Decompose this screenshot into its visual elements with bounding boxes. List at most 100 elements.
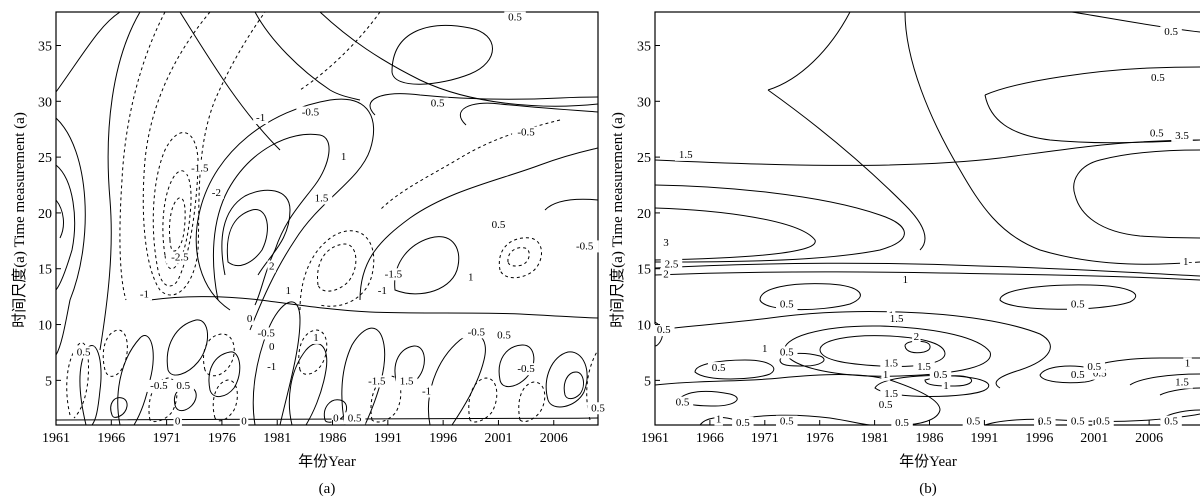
contour-label-bg [1160, 415, 1182, 428]
contour-label: 0.5 [879, 399, 893, 411]
contour-line [149, 296, 598, 319]
contour-line [119, 12, 166, 301]
contour-label: 0.5 [1071, 298, 1085, 310]
contour-label-bg [776, 298, 798, 311]
x-tick-label: 1986 [916, 431, 944, 446]
contour-label-bg [885, 312, 908, 325]
contour-line [1159, 387, 1200, 396]
contour-label-bg [253, 112, 269, 125]
contour-label: 1 [468, 272, 474, 284]
contour-label-bg [660, 258, 683, 271]
contour-label-bg [1146, 127, 1168, 140]
contour-label: 0.5 [1151, 72, 1165, 84]
contour-line [212, 379, 238, 422]
contour-label-bg [284, 285, 293, 298]
contour-label: 0.5 [676, 397, 690, 409]
contour-label: -0.5 [302, 106, 320, 118]
x-tick-label: 1976 [806, 431, 834, 446]
contour-label: 1 [762, 343, 768, 355]
contour-label-bg [661, 237, 671, 250]
contour-line [767, 89, 926, 251]
contour-label-bg [776, 346, 798, 359]
contour-line [110, 397, 128, 418]
contour-label: 1 [1185, 358, 1191, 370]
contour-label: 1.5 [890, 313, 904, 325]
contour-line [999, 284, 1137, 310]
contour-label-bg [1171, 376, 1193, 389]
contour-label-bg [732, 416, 754, 429]
contour-label: 3.5 [1175, 130, 1189, 142]
contour-label: -2 [212, 187, 221, 199]
contour-line [1071, 12, 1200, 33]
contour-label: 0.5 [1164, 26, 1178, 38]
contour-line [874, 375, 990, 397]
contour-label: 0.5 [736, 417, 750, 429]
contour-label: -0.5 [257, 328, 275, 340]
x-tick-label: 1996 [429, 431, 457, 446]
contour-label-bg [267, 260, 276, 273]
contour-line [904, 340, 931, 354]
contour-line [252, 301, 301, 425]
contour-line [394, 236, 460, 295]
contour-label-bg [493, 329, 515, 342]
contour-line [99, 12, 141, 351]
contour-line [169, 197, 186, 252]
contours-a [56, 12, 598, 425]
contour-line [655, 310, 1051, 389]
y-tick-label: 25 [38, 151, 52, 166]
contour-label: 0.5 [1164, 416, 1178, 428]
contour-label-bg [339, 151, 348, 164]
contour-label: 0.5 [712, 362, 726, 374]
contour-label-bg [462, 326, 491, 339]
contour-line [56, 164, 76, 291]
contour-label: -1.5 [385, 268, 403, 280]
contour-label-bg [426, 97, 449, 110]
contour-label-bg [1066, 298, 1089, 311]
contour-line [498, 237, 542, 279]
contour-label-bg [267, 340, 276, 353]
x-axis-title-a: 年份Year [298, 453, 356, 470]
contour-label: 0.5 [967, 416, 981, 428]
contour-label-bg [245, 312, 254, 325]
contour-label-bg [913, 360, 935, 373]
contour-label-bg [362, 375, 391, 388]
contour-label: 0.5 [780, 346, 794, 358]
contour-line [79, 345, 102, 425]
contour-label: -1.5 [368, 375, 386, 387]
y-tick-label: 35 [38, 39, 52, 54]
contour-label-bg [674, 148, 697, 161]
contour-label: 1.5 [315, 192, 329, 204]
contour-line [984, 94, 1200, 144]
x-tick-label: 1961 [42, 431, 70, 446]
contour-label-bg [570, 240, 599, 253]
contour-line [518, 381, 546, 423]
contour-label: 2.5 [665, 258, 679, 270]
x-tick-label: 1966 [97, 431, 125, 446]
y-tick-label: 25 [637, 151, 651, 166]
contour-label: 1- [1183, 256, 1193, 268]
contour-label-bg [929, 368, 952, 381]
contour-line [694, 359, 775, 380]
contour-label: 0.5 [348, 412, 362, 424]
contour-label-bg [395, 375, 418, 388]
contour-label-bg [776, 415, 798, 428]
contour-line [498, 344, 535, 387]
contour-label: 0 [175, 416, 181, 428]
y-tick-label: 30 [38, 95, 52, 110]
contour-line [221, 189, 291, 276]
contour-label: 0.5 [1071, 416, 1085, 428]
contour-line [226, 209, 268, 266]
contour-line [428, 334, 486, 425]
contour-label: 1 [341, 151, 347, 163]
contour-label-bg [1066, 415, 1089, 428]
x-tick-label: 1966 [696, 431, 724, 446]
x-axis-b: 1961 1966 1971 1976 1981 1986 1991 1996 2001 2006 [641, 420, 1163, 446]
contour-line [545, 351, 588, 408]
y-tick-label: 10 [38, 319, 52, 334]
negative-contours-a [66, 12, 598, 423]
contour-label-bg [487, 219, 510, 232]
contour-line [1074, 194, 1200, 239]
y-axis-a: 5 10 15 20 25 30 35 [38, 39, 61, 389]
contour-label-bg [296, 106, 325, 119]
